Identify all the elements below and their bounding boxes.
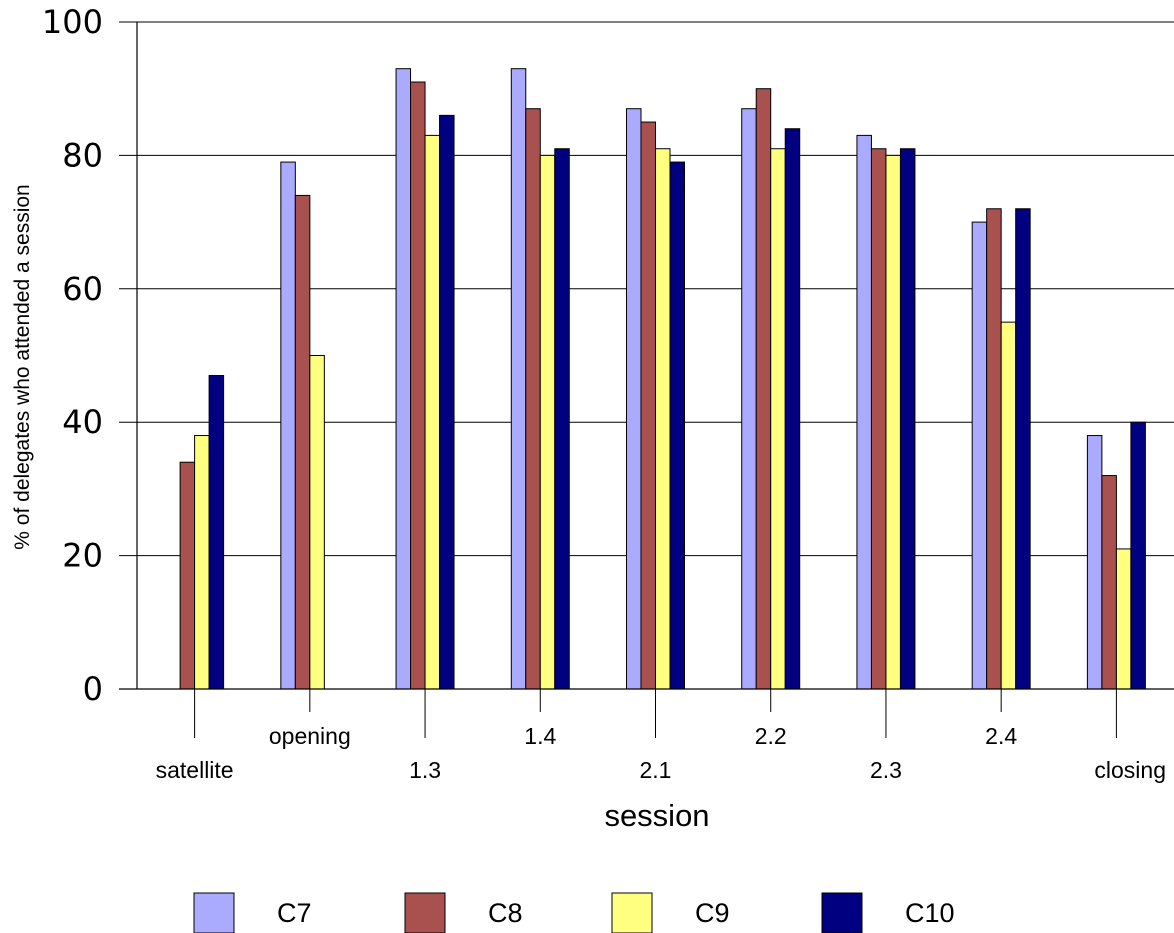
legend-label-c7: C7 [277, 898, 312, 928]
axes [119, 22, 1174, 690]
x-tick-label: 2.1 [640, 757, 672, 783]
bar-c10-2-1 [669, 161, 685, 690]
bar-c10-2-4 [1015, 208, 1031, 690]
x-tick-label: opening [269, 723, 351, 749]
bar-c9-2-1 [655, 148, 671, 690]
bar-c10-1-3 [439, 114, 455, 690]
bar-c8-2-1 [640, 121, 656, 690]
bar-c8-closing [1101, 475, 1117, 690]
bar-c7-opening [280, 161, 296, 690]
legend-swatch-c8 [404, 892, 446, 933]
legend-swatch-c7 [193, 892, 235, 933]
bar-c8-1-4 [525, 108, 541, 690]
bar-c8-satellite [179, 461, 196, 690]
x-tick-label: closing [1094, 757, 1166, 783]
bar-c10-2-3 [899, 148, 916, 690]
x-axis-ticks: satellite opening 1.3 1.4 2.1 2.2 2.3 2.4 closin… [156, 689, 1166, 783]
bar-c9-opening [309, 355, 325, 690]
bar-c9-2-3 [885, 154, 901, 690]
legend-label-c10: C10 [905, 898, 955, 928]
x-tick-label: 1.4 [524, 723, 556, 749]
bar-c7-1-4 [510, 68, 527, 690]
bar-c9-satellite [194, 435, 210, 690]
bar-c7-2-4 [971, 221, 988, 690]
y-tick-label: 0 [83, 670, 103, 708]
legend-label-c8: C8 [488, 898, 523, 928]
x-tick-label: 2.3 [870, 757, 902, 783]
bar-c8-opening [294, 194, 311, 690]
bar-c7-2-1 [626, 108, 642, 690]
bar-c9-1-3 [424, 134, 441, 690]
bar-c8-2-3 [870, 148, 887, 690]
y-axis-title: % of delegates who attended a session [11, 184, 34, 549]
legend-swatch-c10 [821, 892, 863, 933]
bar-c9-closing [1115, 548, 1132, 690]
y-tick-label: 20 [62, 537, 103, 575]
bar-c8-2-2 [755, 88, 772, 690]
bar-c9-1-4 [539, 154, 556, 690]
bar-c10-1-4 [554, 148, 570, 690]
bar-c8-1-3 [410, 81, 426, 690]
x-tick-label: 1.3 [409, 757, 441, 783]
y-tick-label: 60 [62, 270, 103, 308]
bar-c7-2-2 [741, 108, 757, 690]
y-tick-label: 100 [42, 3, 103, 41]
bar-c10-closing [1130, 421, 1146, 690]
bar-c8-2-4 [986, 208, 1002, 690]
bar-c9-2-4 [1000, 321, 1017, 690]
y-tick-label: 40 [62, 403, 103, 441]
bar-c10-2-2 [784, 128, 801, 690]
bar-c10-satellite [208, 375, 225, 690]
x-tick-label: 2.4 [985, 723, 1017, 749]
bar-c7-2-3 [856, 134, 872, 690]
x-axis-title: session [604, 798, 709, 833]
bars [179, 68, 1146, 690]
bar-c7-closing [1086, 435, 1103, 690]
legend-label-c9: C9 [695, 898, 730, 928]
x-tick-label: satellite [156, 757, 234, 783]
legend-swatch-c9 [611, 892, 653, 933]
bar-c7-1-3 [395, 68, 412, 690]
bar-c9-2-2 [770, 148, 786, 690]
y-axis-ticks: 0 20 40 60 80 100 [42, 3, 137, 708]
legend: C7 C8 C9 C10 [193, 892, 955, 933]
x-tick-label: 2.2 [755, 723, 787, 749]
y-tick-label: 80 [62, 136, 103, 174]
